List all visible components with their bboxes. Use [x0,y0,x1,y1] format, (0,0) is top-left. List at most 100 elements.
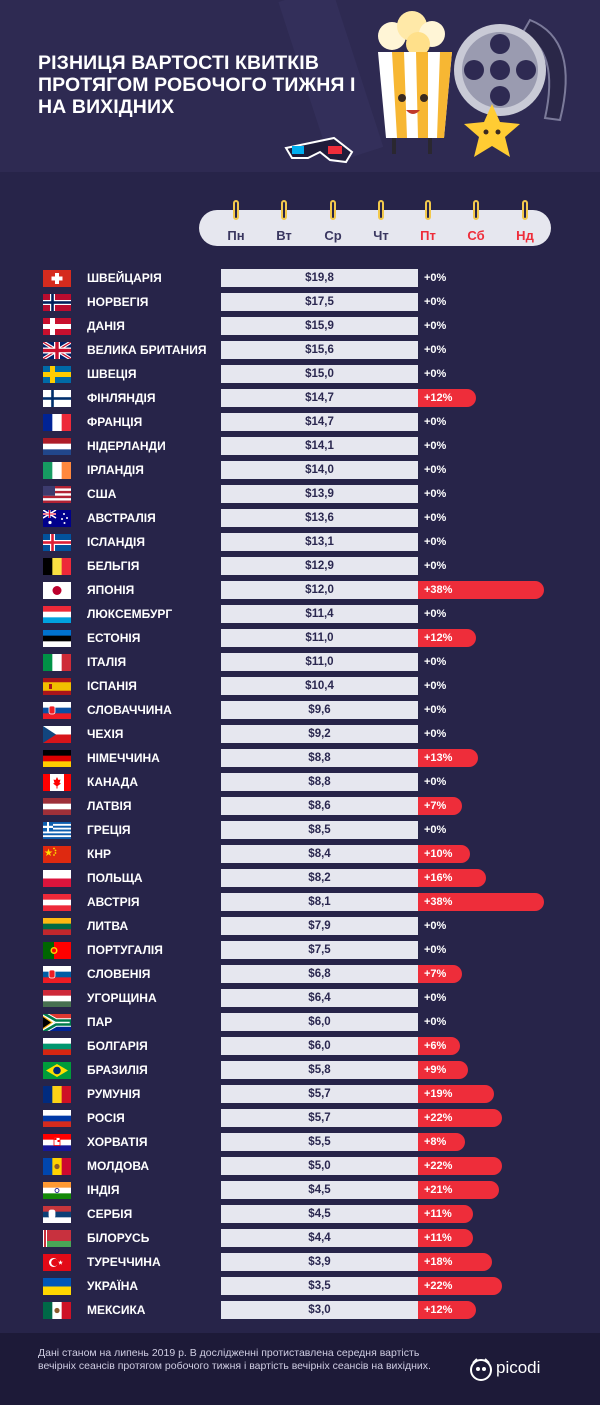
flag-icon [43,582,71,599]
table-row: Чехія $9,2 +0% [0,724,600,744]
increase-label: +0% [424,776,447,788]
table-row: Україна $3,5 +22% [0,1276,600,1296]
table-row: Люксембург $11,4 +0% [0,604,600,624]
price-bar [221,365,418,383]
country-label: Фінляндія [87,391,156,405]
flag-icon [43,990,71,1007]
flag-icon [43,1254,71,1271]
calendar-ring-icon [522,200,528,220]
flag-icon [43,1134,71,1151]
price-bar [221,845,418,863]
increase-label: +0% [424,272,447,284]
flag-icon [43,822,71,839]
price-bar [221,1277,418,1295]
price-label: $15,0 [305,368,334,380]
table-row: Греція $8,5 +0% [0,820,600,840]
increase-label: +18% [424,1256,453,1268]
table-row: Португалія $7,5 +0% [0,940,600,960]
footer: Дані станом на липень 2019 р. В дослідже… [0,1333,600,1405]
price-label: $14,7 [305,392,334,404]
increase-label: +22% [424,1112,453,1124]
table-row: Франція $14,7 +0% [0,412,600,432]
picodi-logo[interactable]: picodi [468,1357,578,1383]
country-label: Португалія [87,943,163,957]
price-label: $8,8 [308,752,331,764]
increase-bar [418,893,545,911]
day-2: Ср [324,228,342,243]
price-label: $13,1 [305,536,334,548]
price-bar [221,1061,418,1079]
footnote: Дані станом на липень 2019 р. В дослідже… [38,1347,431,1372]
country-label: Білорусь [87,1231,150,1245]
price-label: $8,1 [308,896,331,908]
increase-bar [418,1061,468,1079]
table-row: Іспанія $10,4 +0% [0,676,600,696]
table-row: Молдова $5,0 +22% [0,1156,600,1176]
calendar-ring-icon [233,200,239,220]
table-row: Латвія $8,6 +7% [0,796,600,816]
flag-icon [43,510,71,527]
price-bar [221,941,418,959]
increase-label: +8% [424,1136,447,1148]
increase-bar [418,845,471,863]
flag-icon [43,318,71,335]
country-label: Індія [87,1183,120,1197]
flag-icon [43,558,71,575]
increase-label: +0% [424,464,447,476]
price-bar [221,1085,418,1103]
price-bar [221,461,418,479]
price-label: $6,4 [308,992,331,1004]
country-label: Люксембург [87,607,173,621]
day-3: Чт [373,228,389,243]
price-bar [221,1229,418,1247]
country-label: Греція [87,823,131,837]
country-label: Росія [87,1111,125,1125]
flag-icon [43,1062,71,1079]
price-label: $13,9 [305,488,334,500]
increase-label: +11% [424,1208,452,1220]
country-label: Ісландія [87,535,145,549]
table-row: Естонія $11,0 +12% [0,628,600,648]
increase-label: +0% [424,440,447,452]
flag-icon [43,774,71,791]
increase-label: +0% [424,824,447,836]
price-bar [221,989,418,1007]
country-label: Сербія [87,1207,133,1221]
increase-label: +0% [424,488,447,500]
calendar-ring-icon [281,200,287,220]
increase-label: +0% [424,320,447,332]
increase-label: +19% [424,1088,453,1100]
country-label: Канада [87,775,138,789]
star-icon [464,104,520,157]
table-row: Литва $7,9 +0% [0,916,600,936]
table-row: Бразилія $5,8 +9% [0,1060,600,1080]
increase-label: +0% [424,512,447,524]
table-row: ПАР $6,0 +0% [0,1012,600,1032]
increase-bar [418,581,545,599]
price-bar [221,869,418,887]
country-label: Бельгія [87,559,140,573]
price-label: $9,2 [308,728,331,740]
price-bar [221,1133,418,1151]
country-label: Ірландія [87,463,144,477]
table-row: Італія $11,0 +0% [0,652,600,672]
price-bar [221,1109,418,1127]
price-bar [221,1301,418,1319]
table-row: Фінляндія $14,7 +12% [0,388,600,408]
price-label: $5,8 [308,1064,331,1076]
country-label: Чехія [87,727,124,741]
increase-bar [418,389,476,407]
country-label: Швейцарія [87,271,162,285]
country-label: Молдова [87,1159,150,1173]
flag-icon [43,462,71,479]
price-bar [221,533,418,551]
price-bar [221,1205,418,1223]
increase-label: +0% [424,344,447,356]
price-label: $3,9 [308,1256,331,1268]
flag-icon [43,942,71,959]
table-row: Німеччина $8,8 +13% [0,748,600,768]
price-bar [221,677,418,695]
table-row: Словенія $6,8 +7% [0,964,600,984]
price-bar [221,1253,418,1271]
table-row: Індія $4,5 +21% [0,1180,600,1200]
